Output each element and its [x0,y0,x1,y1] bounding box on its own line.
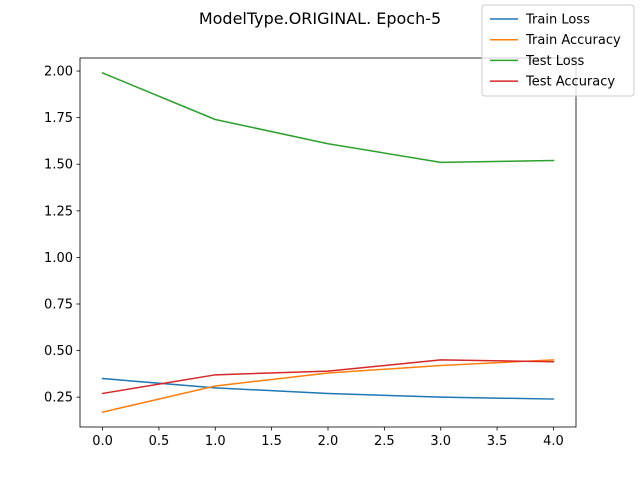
axis-ticks: 0.0 0.5 1.0 1.5 2.0 2.5 3.0 3.5 4.0 0.25 0.50 0.75 1… [44,65,564,449]
y-tick-label: 1.00 [44,251,73,266]
series-line-test-accuracy [101,359,555,395]
y-tick-label: 1.50 [44,158,73,173]
x-tick-label: 3.5 [487,434,508,449]
legend-label-test-loss: Test Loss [525,54,584,69]
series-lines [101,71,555,413]
legend-label-test-accuracy: Test Accuracy [525,75,615,90]
legend-label-train-accuracy: Train Accuracy [525,33,621,48]
y-tick-label: 0.50 [44,344,73,359]
series-line-test-loss [101,71,555,164]
chart-title: ModelType.ORIGINAL. Epoch-5 [199,9,441,28]
x-tick-label: 0.0 [92,434,113,449]
x-tick-label: 2.0 [318,434,339,449]
x-tick-label: 2.5 [374,434,395,449]
x-tick-label: 4.0 [543,434,564,449]
plot-frame [79,57,577,428]
series-line-train-loss [101,377,555,400]
y-tick-label: 0.75 [44,298,73,313]
y-tick-label: 1.25 [44,204,73,219]
y-tick-label: 2.00 [44,65,73,80]
x-tick-label: 1.5 [261,434,282,449]
legend-box [481,4,635,97]
x-tick-label: 3.0 [430,434,451,449]
plot-area [80,58,576,427]
y-tick-label: 0.25 [44,391,73,406]
legend: Train Loss Train Accuracy Test Loss Test Ac… [481,4,635,97]
legend-label-train-loss: Train Loss [525,13,590,28]
y-tick-label: 1.75 [44,111,73,126]
x-tick-label: 1.0 [205,434,226,449]
x-tick-label: 0.5 [149,434,170,449]
series-line-train-accuracy [101,359,555,413]
